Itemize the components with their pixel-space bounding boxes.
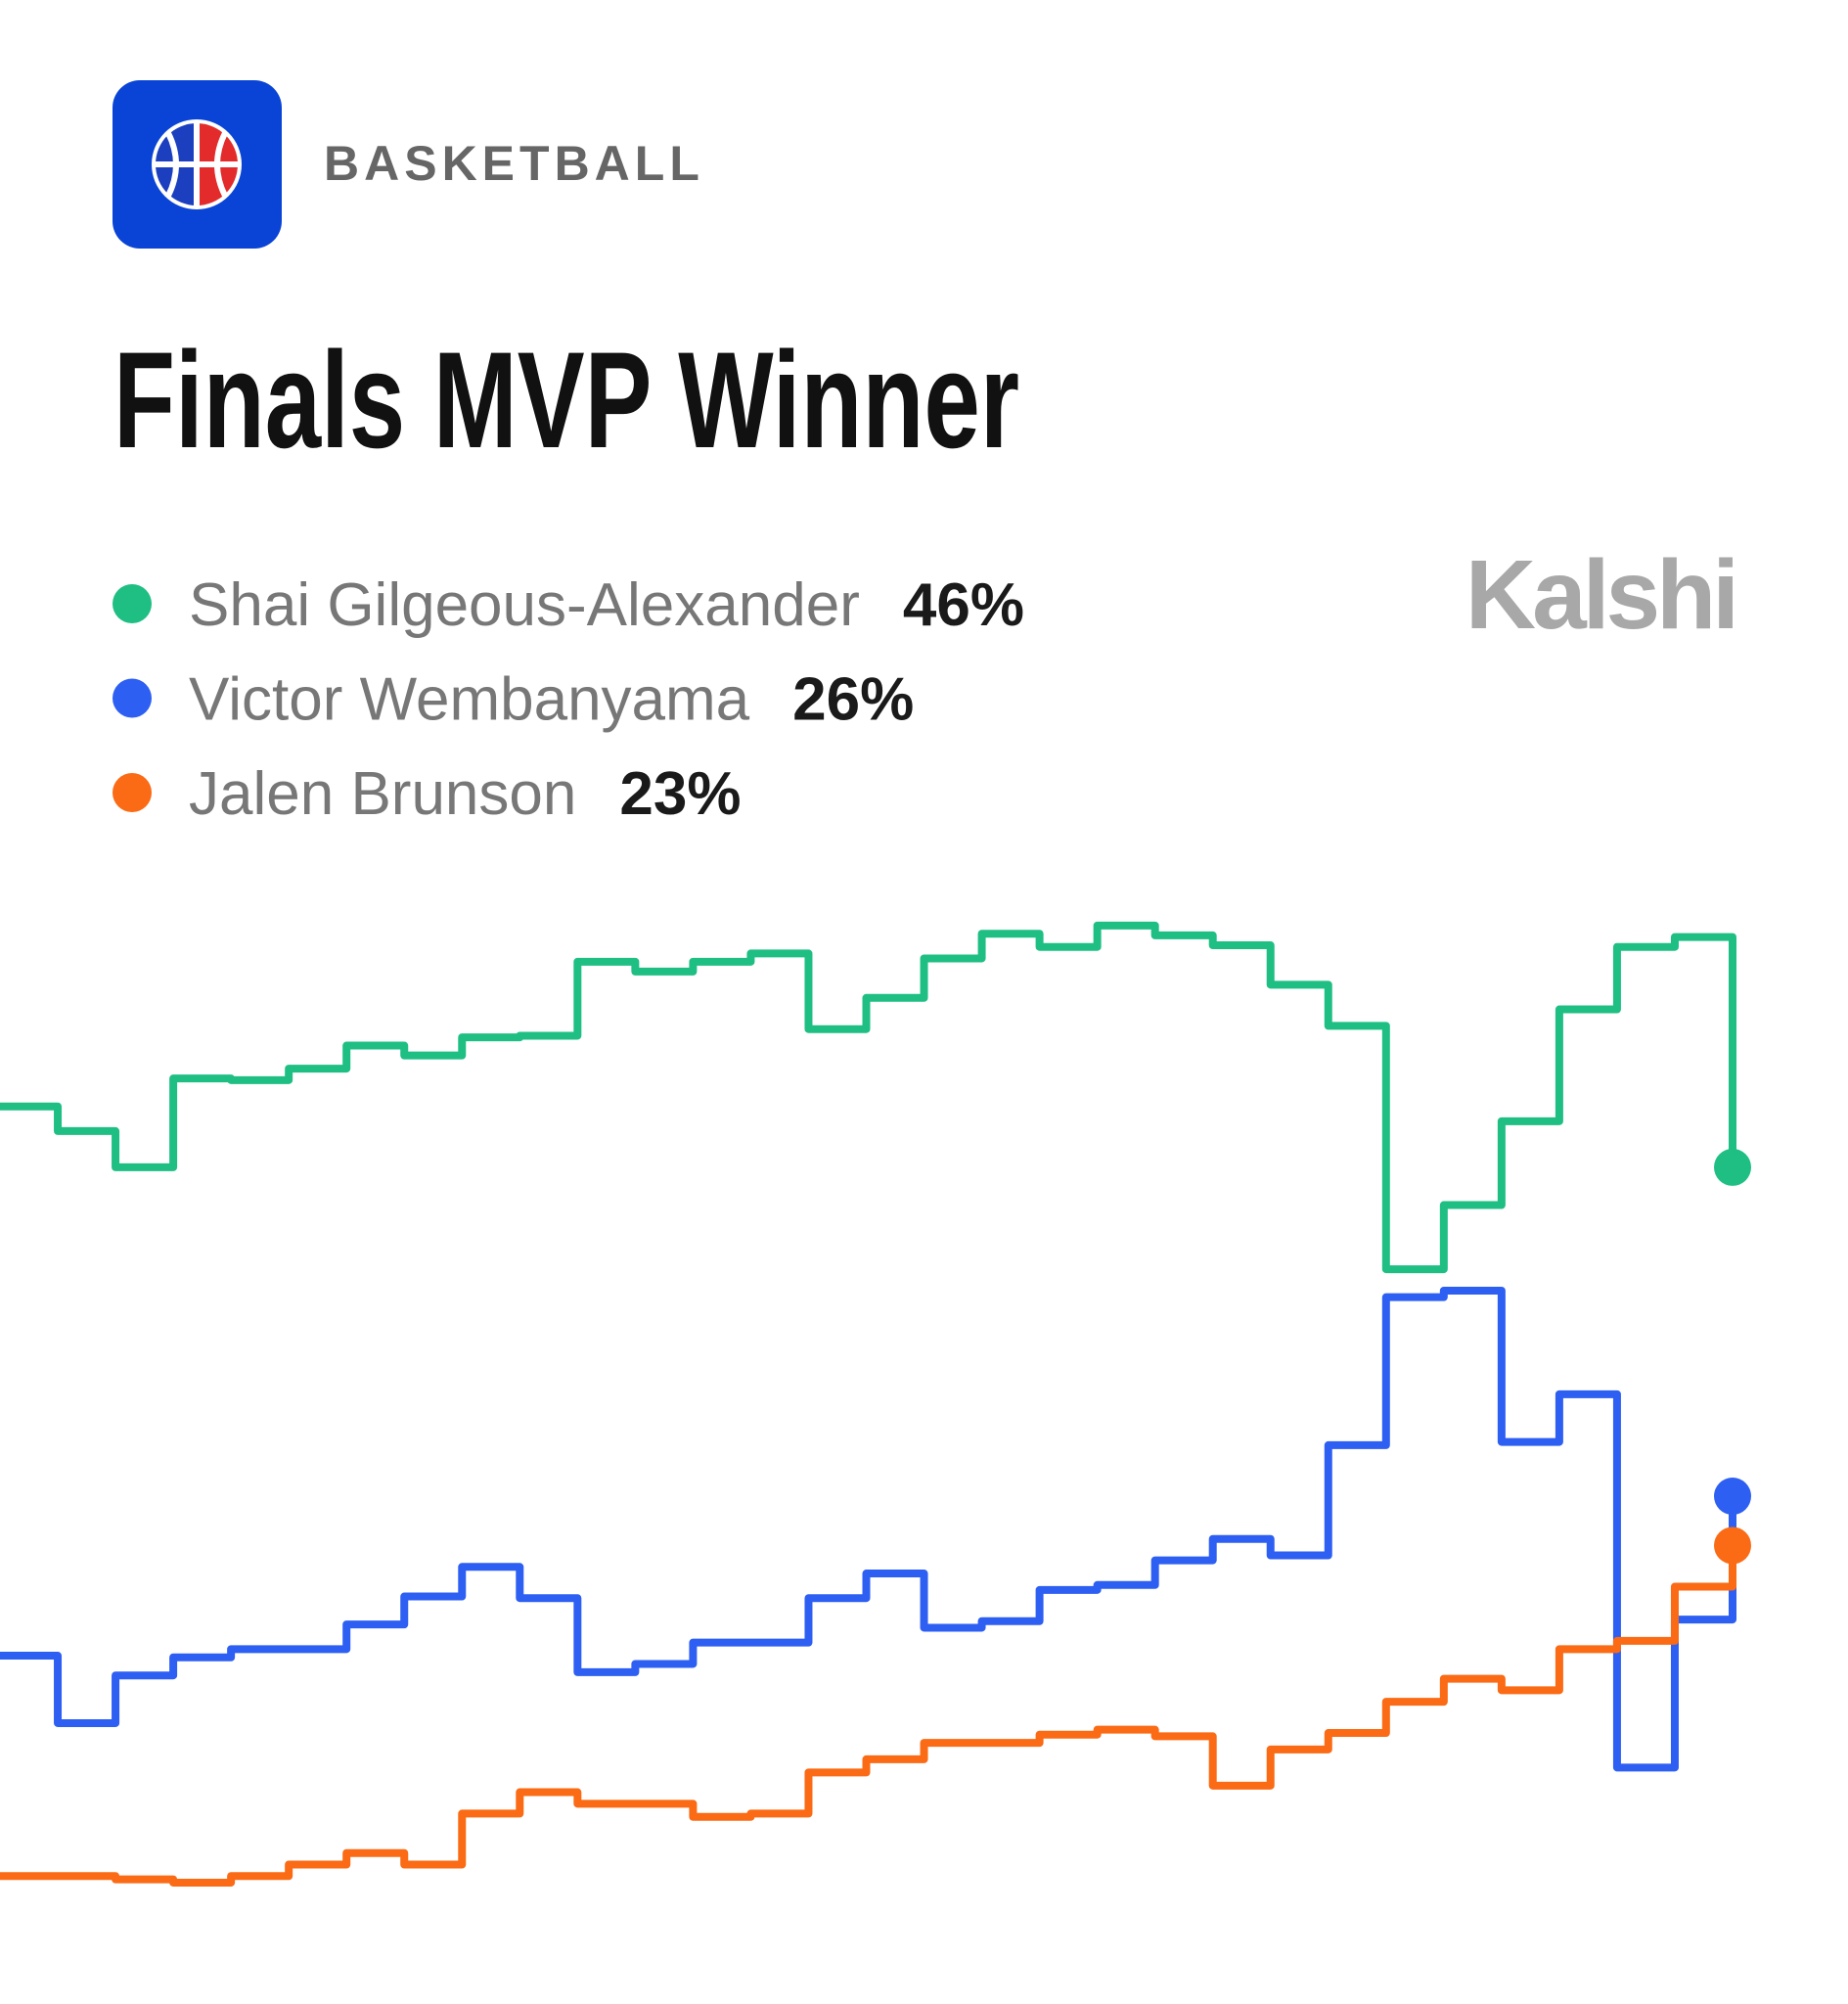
legend-marker xyxy=(113,584,152,623)
series-line xyxy=(0,1286,1736,1772)
legend-value: 23% xyxy=(619,760,741,828)
end-point xyxy=(1714,1526,1751,1565)
legend-label: Victor Wembanyama xyxy=(189,666,750,734)
legend-label: Shai Gilgeous-Alexander xyxy=(189,571,860,639)
chart-title: Finals MVP Winner xyxy=(113,323,1019,477)
legend-value: 26% xyxy=(792,666,914,734)
category-label: BASKETBALL xyxy=(324,136,704,191)
series-line xyxy=(0,1545,1736,1887)
sport-icon xyxy=(113,80,282,249)
legend-marker xyxy=(113,773,152,812)
plot-area xyxy=(0,921,1751,1887)
series-line xyxy=(0,921,1736,1274)
legend-marker xyxy=(113,678,152,718)
end-point xyxy=(1714,1478,1751,1516)
legend-label: Jalen Brunson xyxy=(189,760,576,828)
legend: Shai Gilgeous-Alexander 46% Victor Wembany… xyxy=(113,571,1024,828)
legend-value: 46% xyxy=(903,571,1024,639)
brand-logo: Kalshi xyxy=(1465,540,1735,650)
end-point xyxy=(1714,1148,1751,1186)
